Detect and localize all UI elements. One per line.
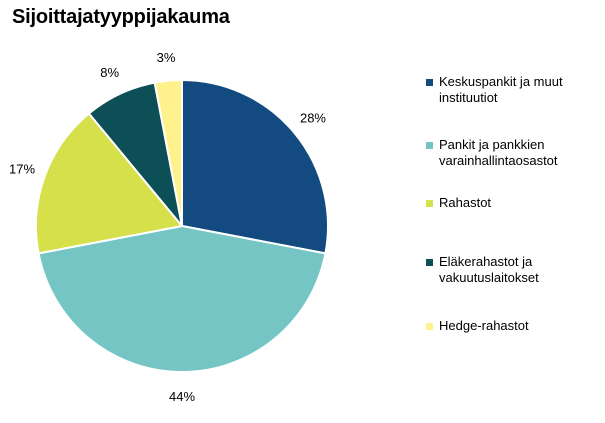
legend-swatch-5 <box>426 323 433 330</box>
legend-item-4: Eläkerahastot ja vakuutuslaitokset <box>426 254 601 286</box>
slice-label-2: 44% <box>169 389 195 404</box>
legend-label-line: Keskuspankit ja muut <box>439 74 563 89</box>
legend-item-3: Rahastot <box>426 195 601 211</box>
legend-label-2: Pankit ja pankkien varainhallintaosastot <box>439 137 558 169</box>
pie-slice-3 <box>35 112 184 255</box>
slice-label-3: 17% <box>9 161 35 176</box>
pie-slice-2 <box>37 224 327 373</box>
legend-label-4: Eläkerahastot ja vakuutuslaitokset <box>439 254 539 286</box>
legend-label-line: Eläkerahastot ja <box>439 254 533 269</box>
legend-label-5: Hedge-rahastot <box>439 318 529 334</box>
legend-swatch-4 <box>426 259 433 266</box>
legend-swatch-1 <box>426 79 433 86</box>
legend-item-1: Keskuspankit ja muut instituutiot <box>426 74 601 106</box>
legend-label-line: Hedge-rahastot <box>439 318 529 333</box>
legend-label-1: Keskuspankit ja muut instituutiot <box>439 74 563 106</box>
legend-item-2: Pankit ja pankkien varainhallintaosastot <box>426 137 601 169</box>
slice-label-1: 28% <box>300 111 326 126</box>
legend-swatch-2 <box>426 142 433 149</box>
legend-label-line: vakuutuslaitokset <box>439 270 539 285</box>
legend-swatch-3 <box>426 200 433 207</box>
slice-label-5: 3% <box>157 50 176 65</box>
legend-item-5: Hedge-rahastot <box>426 318 601 334</box>
pie-slice-1 <box>181 78 329 255</box>
slice-label-4: 8% <box>100 65 119 80</box>
chart-title: Sijoittajatyyppijakauma <box>12 6 230 28</box>
legend-label-3: Rahastot <box>439 195 491 211</box>
legend-label-line: instituutiot <box>439 90 498 105</box>
legend-label-line: Pankit ja pankkien <box>439 137 545 152</box>
pie-slice-5 <box>153 78 183 227</box>
legend-label-line: varainhallintaosastot <box>439 153 558 168</box>
legend-label-line: Rahastot <box>439 195 492 210</box>
